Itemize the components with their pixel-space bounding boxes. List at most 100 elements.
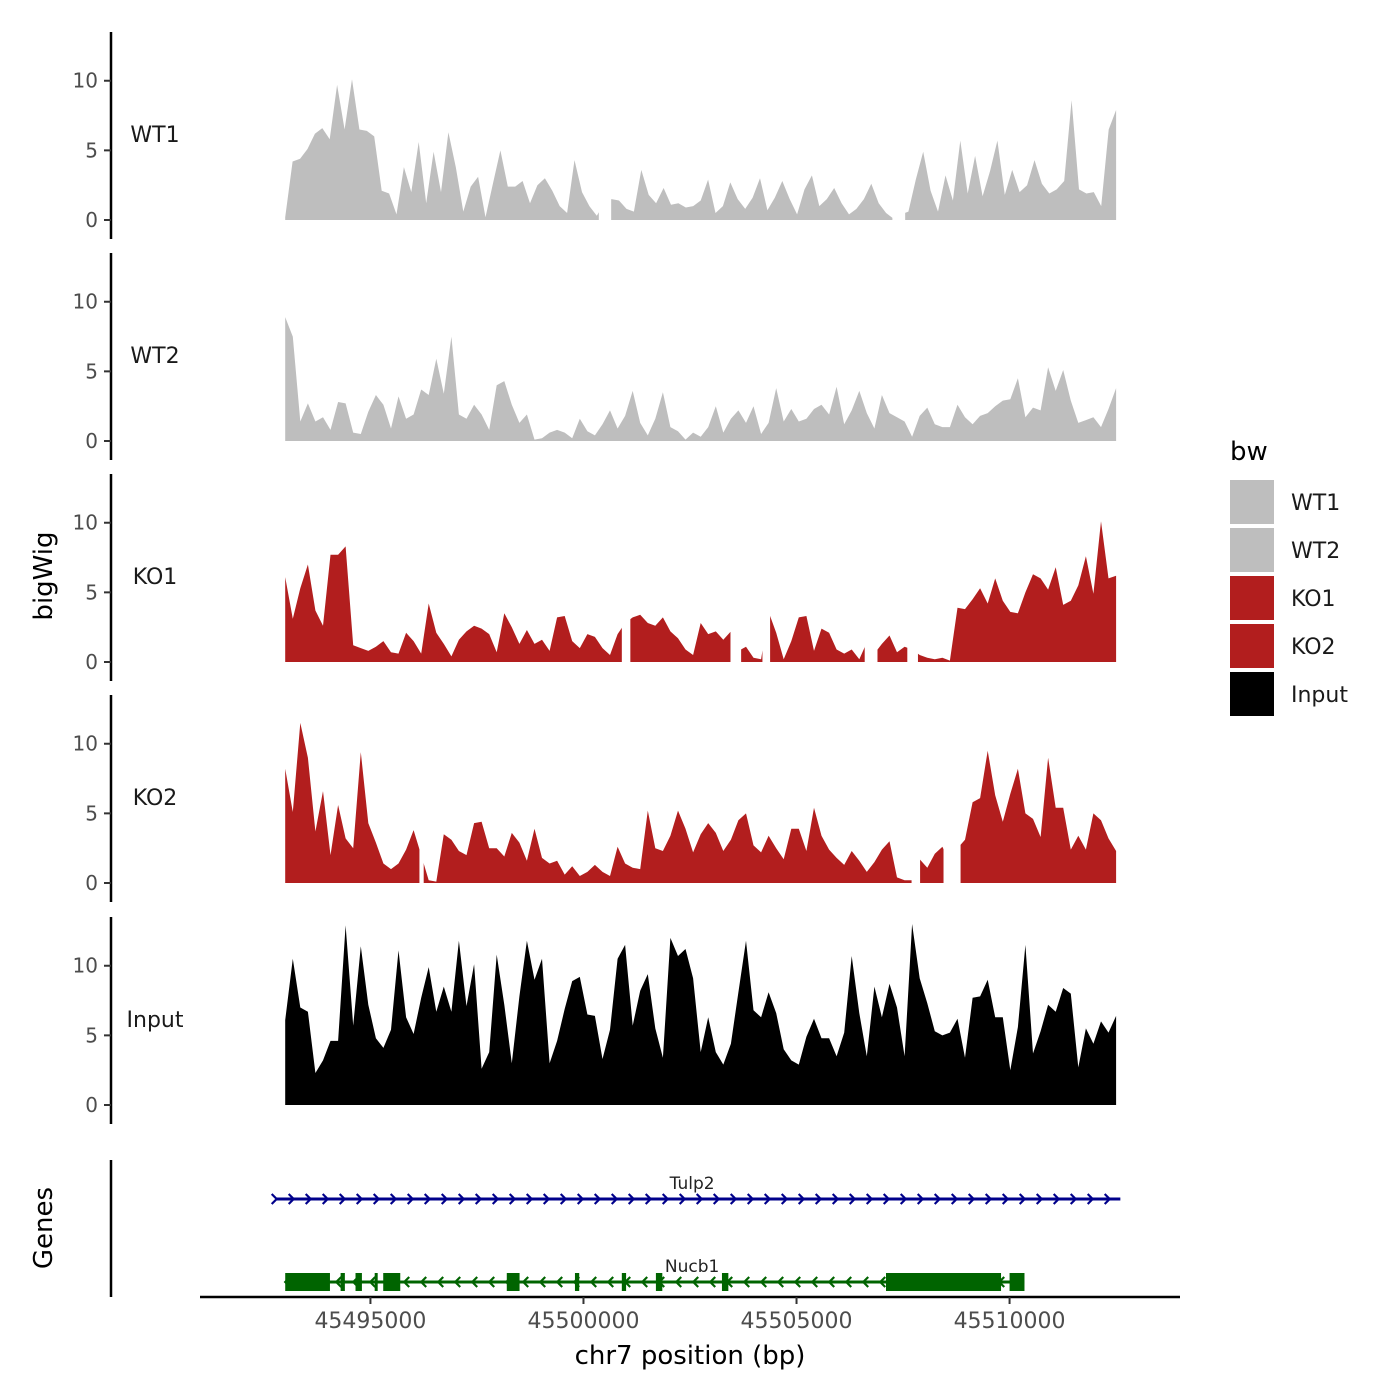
strand-arrow <box>491 1193 500 1205</box>
strand-arrow <box>878 1276 886 1288</box>
coverage-gap <box>730 474 742 663</box>
strand-arrow <box>661 1193 670 1205</box>
legend-title: bw <box>1230 437 1268 467</box>
strand-arrow <box>610 1193 619 1205</box>
strand-arrow <box>508 1193 517 1205</box>
exon-block <box>340 1273 345 1291</box>
strand-arrow <box>270 1193 279 1205</box>
coverage-gap <box>907 474 918 663</box>
exon-block <box>383 1273 401 1291</box>
legend-swatch-ko1 <box>1230 576 1274 620</box>
strand-arrow <box>746 1193 755 1205</box>
genes-axis-title: Genes <box>29 1187 59 1269</box>
exon-block <box>506 1273 520 1291</box>
strand-arrow <box>763 1193 772 1205</box>
strand-arrow <box>593 1193 602 1205</box>
strand-arrow <box>1069 1193 1078 1205</box>
strand-arrow <box>729 1193 738 1205</box>
strand-arrow <box>334 1276 342 1288</box>
y-tick-label: 0 <box>85 429 98 453</box>
strand-arrow <box>470 1276 478 1288</box>
coverage-gap <box>943 695 961 884</box>
strand-arrow <box>759 1276 767 1288</box>
track-wt1: 0 5 10 WT1 <box>73 32 1117 239</box>
exon-block <box>374 1273 378 1291</box>
strand-arrow <box>372 1193 381 1205</box>
strand-arrow <box>742 1276 750 1288</box>
strand-arrow <box>440 1193 449 1205</box>
strand-arrow <box>916 1193 925 1205</box>
x-tick-label: 45500000 <box>527 1309 639 1334</box>
coverage-gap <box>911 695 921 884</box>
coverage-gap <box>598 32 612 221</box>
y-tick-label: 5 <box>85 1023 98 1047</box>
legend-label: KO2 <box>1291 635 1336 660</box>
strand-arrow <box>559 1193 568 1205</box>
strand-arrow <box>882 1193 891 1205</box>
gene-label: Tulp2 <box>669 1174 715 1194</box>
strand-arrow <box>453 1276 461 1288</box>
x-axis-title: chr7 position (bp) <box>575 1341 806 1371</box>
coverage-area-wt2 <box>285 317 1117 441</box>
gene-label: Nucb1 <box>665 1257 719 1277</box>
y-axis-title: bigWig <box>29 531 59 620</box>
strand-arrow <box>797 1193 806 1205</box>
exon-block <box>886 1273 1002 1291</box>
strand-arrow <box>542 1193 551 1205</box>
strand-arrow <box>831 1193 840 1205</box>
bigwig-tracks: 0 5 10 WT1 0 5 10 WT2 0 5 10 KO1 0 5 10 KO2 0 5 10 Input <box>73 32 1117 1124</box>
coverage-area-wt1 <box>285 79 1117 220</box>
strand-arrow <box>933 1193 942 1205</box>
strand-arrow <box>950 1193 959 1205</box>
exon-block <box>721 1273 729 1291</box>
strand-arrow <box>555 1276 563 1288</box>
strand-arrow <box>389 1193 398 1205</box>
legend: bw WT1 WT2 KO1 KO2 Input <box>1230 437 1348 716</box>
legend-swatch-ko2 <box>1230 624 1274 668</box>
coverage-gap <box>621 474 631 663</box>
strand-arrow <box>402 1276 410 1288</box>
strand-arrow <box>967 1193 976 1205</box>
y-tick-label: 10 <box>73 290 98 314</box>
track-input: 0 5 10 Input <box>73 917 1117 1124</box>
strand-arrow <box>338 1193 347 1205</box>
track-label: KO2 <box>133 786 178 811</box>
strand-arrow <box>814 1193 823 1205</box>
coverage-area-input <box>285 924 1117 1105</box>
track-label: KO1 <box>133 565 178 590</box>
strand-arrow <box>691 1276 699 1288</box>
coverage-gap <box>892 32 906 221</box>
track-label: WT2 <box>130 344 179 369</box>
strand-arrow <box>436 1276 444 1288</box>
strand-arrow <box>355 1193 364 1205</box>
strand-arrow <box>1052 1193 1061 1205</box>
strand-arrow <box>406 1193 415 1205</box>
strand-arrow <box>423 1193 432 1205</box>
track-label: Input <box>127 1008 184 1033</box>
track-wt2: 0 5 10 WT2 <box>73 253 1117 460</box>
strand-arrow <box>708 1276 716 1288</box>
strand-arrow <box>627 1193 636 1205</box>
strand-arrow <box>644 1193 653 1205</box>
strand-arrow <box>827 1276 835 1288</box>
strand-arrow <box>457 1193 466 1205</box>
strand-arrow <box>521 1276 529 1288</box>
track-ko2: 0 5 10 KO2 <box>73 695 1117 902</box>
legend-swatch-wt2 <box>1230 528 1274 572</box>
strand-arrow <box>1086 1193 1095 1205</box>
strand-arrow <box>589 1276 597 1288</box>
y-tick-label: 0 <box>85 208 98 232</box>
strand-arrow <box>780 1193 789 1205</box>
coverage-area-ko2 <box>285 722 1117 883</box>
strand-arrow <box>1103 1193 1112 1205</box>
gene-tulp2: Tulp2 <box>270 1174 1121 1205</box>
x-tick-label: 45505000 <box>741 1309 853 1334</box>
y-tick-label: 10 <box>73 511 98 535</box>
strand-arrow <box>865 1193 874 1205</box>
strand-arrow <box>848 1193 857 1205</box>
coverage-gap <box>762 474 771 663</box>
y-tick-label: 0 <box>85 650 98 674</box>
y-tick-label: 10 <box>73 954 98 978</box>
strand-arrow <box>419 1276 427 1288</box>
